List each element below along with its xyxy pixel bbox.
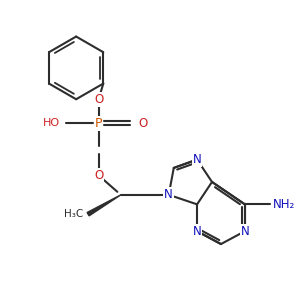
Text: N: N: [164, 188, 173, 201]
Text: N: N: [193, 153, 201, 166]
Text: N: N: [193, 225, 201, 238]
Text: O: O: [138, 117, 147, 130]
Polygon shape: [87, 195, 121, 216]
Text: P: P: [95, 117, 102, 130]
Text: HO: HO: [43, 118, 60, 128]
Text: NH₂: NH₂: [273, 198, 295, 211]
Text: O: O: [94, 93, 103, 106]
Text: H₃C: H₃C: [64, 209, 84, 219]
Text: O: O: [94, 169, 103, 182]
Text: N: N: [241, 225, 249, 238]
